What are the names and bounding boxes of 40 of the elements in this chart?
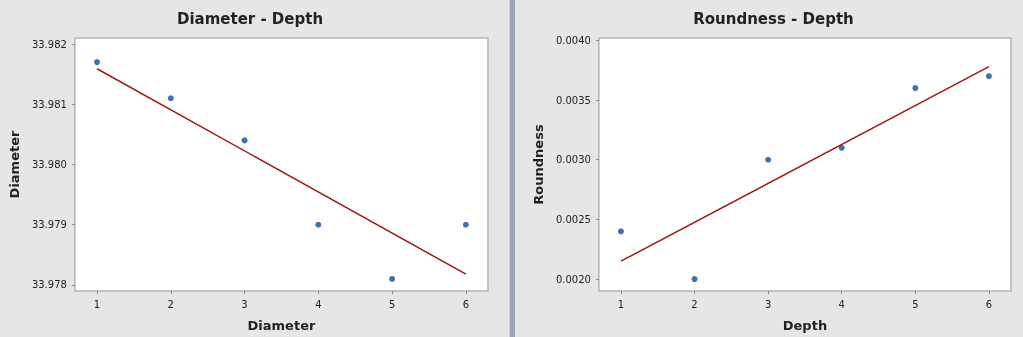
point [765, 156, 772, 163]
point [912, 85, 919, 92]
x-tick-label: 6 [985, 298, 993, 310]
x-axis-title: Depth [782, 318, 828, 333]
x-tick-label: 3 [764, 298, 772, 310]
point [691, 276, 698, 283]
point [241, 137, 248, 144]
y-tick-label: 0.0025 [555, 213, 591, 225]
y-axis-title: Diameter [7, 130, 22, 199]
x-tick-label: 1 [617, 298, 625, 310]
x-axis-title: Diameter [247, 318, 316, 333]
point [838, 144, 845, 151]
y-tick-label: 33.980 [31, 159, 67, 170]
point [617, 228, 624, 235]
x-tick-label: 1 [93, 298, 101, 310]
point [389, 275, 396, 282]
chart-title: Roundness - Depth [693, 9, 854, 28]
y-tick-label: 33.979 [31, 219, 67, 231]
y-tick-label: 0.0040 [555, 34, 591, 46]
y-tick-label: 0.0035 [555, 94, 591, 106]
x-tick-label: 4 [315, 298, 322, 310]
y-tick-label: 0.0020 [555, 273, 591, 285]
point [462, 221, 469, 228]
x-tick-label: 2 [167, 298, 174, 310]
point [315, 221, 322, 228]
x-tick-label: 5 [388, 298, 396, 310]
y-tick-label: 0.0030 [555, 154, 591, 166]
y-tick-label: 33.981 [31, 98, 67, 110]
y-tick-label: 33.982 [31, 38, 67, 50]
x-tick-label: 4 [838, 298, 845, 310]
x-tick-label: 2 [691, 298, 698, 310]
x-tick-label: 5 [912, 298, 919, 310]
y-axis-title: Roundness [530, 124, 546, 205]
point [167, 95, 174, 102]
chart-title: Diameter - Depth [176, 9, 324, 28]
x-tick-label: 6 [462, 298, 470, 310]
point [985, 73, 992, 80]
x-tick-label: 3 [241, 298, 248, 310]
point [94, 59, 101, 66]
y-tick-label: 33.978 [31, 279, 67, 291]
